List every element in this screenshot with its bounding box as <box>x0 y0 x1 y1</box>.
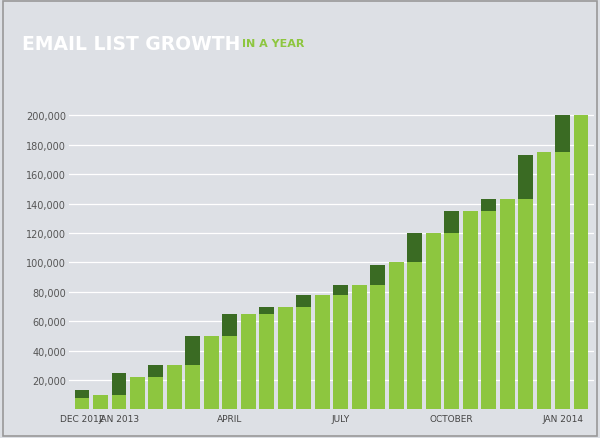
Bar <box>407 233 422 263</box>
Bar <box>185 366 200 410</box>
Bar <box>93 395 108 410</box>
Bar <box>259 314 274 410</box>
Bar <box>148 366 163 377</box>
Bar <box>130 377 145 410</box>
Bar <box>352 285 367 410</box>
Bar <box>426 233 440 410</box>
Bar <box>278 307 293 410</box>
Bar <box>555 116 570 153</box>
Bar <box>536 153 551 410</box>
Text: IN A YEAR: IN A YEAR <box>242 39 304 49</box>
Bar <box>296 307 311 410</box>
Bar <box>444 212 459 233</box>
Bar <box>407 263 422 410</box>
Bar <box>112 395 127 410</box>
Bar <box>223 336 237 410</box>
Bar <box>370 285 385 410</box>
Bar <box>334 285 348 295</box>
Bar <box>259 307 274 314</box>
Bar <box>185 336 200 366</box>
Bar <box>370 266 385 285</box>
Bar <box>167 366 182 410</box>
Bar <box>389 263 404 410</box>
Bar <box>74 398 89 410</box>
Bar <box>223 314 237 336</box>
Bar <box>463 212 478 410</box>
Bar <box>444 233 459 410</box>
Bar <box>296 295 311 307</box>
Bar <box>555 153 570 410</box>
Bar <box>500 200 515 410</box>
Bar <box>241 314 256 410</box>
Bar <box>481 200 496 212</box>
Bar <box>481 212 496 410</box>
Bar <box>112 373 127 395</box>
Bar <box>315 295 329 410</box>
Bar <box>518 200 533 410</box>
Bar <box>574 116 589 410</box>
Bar <box>334 295 348 410</box>
Text: EMAIL LIST GROWTH: EMAIL LIST GROWTH <box>22 35 241 53</box>
Bar <box>74 390 89 398</box>
Bar <box>148 377 163 410</box>
Bar <box>204 336 219 410</box>
Bar <box>518 156 533 200</box>
